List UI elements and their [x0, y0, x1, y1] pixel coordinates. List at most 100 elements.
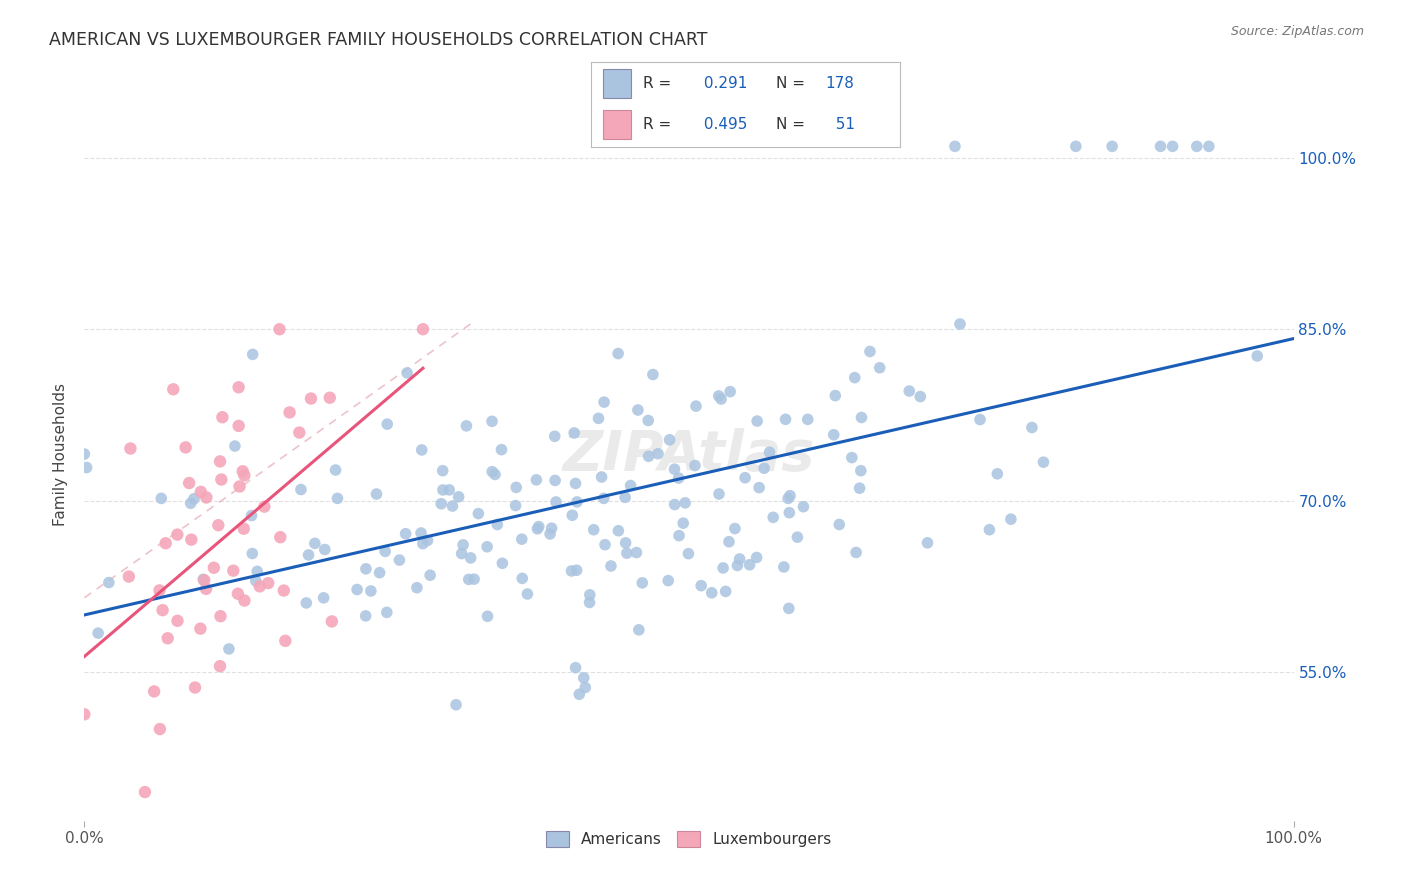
Point	[346, 582, 368, 597]
Point	[481, 414, 503, 428]
Point	[565, 563, 588, 577]
Point	[208, 454, 231, 468]
Point	[614, 536, 637, 550]
Point	[588, 411, 610, 425]
Text: 0.495: 0.495	[699, 117, 747, 132]
Point	[232, 522, 254, 536]
Y-axis label: Family Households: Family Households	[53, 384, 69, 526]
Point	[463, 572, 485, 586]
Text: 51: 51	[825, 117, 855, 132]
Point	[222, 564, 245, 578]
Point	[778, 601, 800, 615]
Point	[226, 587, 249, 601]
Point	[166, 527, 188, 541]
Point	[249, 579, 271, 593]
Point	[1000, 512, 1022, 526]
Point	[710, 392, 733, 406]
Point	[97, 575, 120, 590]
Point	[524, 473, 547, 487]
Point	[851, 410, 873, 425]
Point	[209, 659, 232, 673]
Point	[538, 527, 561, 541]
Point	[717, 534, 740, 549]
Point	[685, 399, 707, 413]
Point	[406, 581, 429, 595]
Point	[582, 523, 605, 537]
Point	[73, 707, 96, 722]
Point	[312, 591, 335, 605]
Point	[526, 522, 548, 536]
Point	[718, 384, 741, 399]
Point	[505, 480, 527, 494]
Point	[725, 558, 748, 573]
Point	[775, 412, 797, 426]
Text: ZIPAtlas: ZIPAtlas	[562, 428, 815, 482]
Point	[841, 450, 863, 465]
Point	[242, 347, 264, 361]
Point	[481, 465, 503, 479]
Point	[683, 458, 706, 473]
Point	[451, 538, 474, 552]
Point	[1149, 139, 1171, 153]
Text: N =: N =	[776, 76, 810, 91]
Point	[869, 360, 891, 375]
Point	[314, 542, 336, 557]
Point	[409, 525, 432, 540]
Point	[209, 609, 232, 624]
Point	[180, 533, 202, 547]
Point	[658, 433, 681, 447]
Point	[183, 491, 205, 506]
Point	[148, 583, 170, 598]
Point	[202, 560, 225, 574]
Point	[616, 546, 638, 560]
Point	[432, 483, 454, 497]
Point	[240, 508, 263, 523]
Point	[152, 603, 174, 617]
Point	[572, 671, 595, 685]
Point	[516, 587, 538, 601]
Point	[626, 545, 648, 559]
Point	[544, 429, 567, 443]
Point	[437, 483, 460, 497]
Point	[179, 475, 201, 490]
Point	[120, 442, 142, 456]
Point	[778, 506, 800, 520]
Point	[949, 317, 972, 331]
Legend: Americans, Luxembourgers: Americans, Luxembourgers	[540, 825, 838, 854]
Point	[394, 526, 416, 541]
Bar	[603, 110, 631, 139]
Point	[627, 403, 650, 417]
Point	[593, 538, 616, 552]
Point	[325, 463, 347, 477]
Point	[245, 574, 267, 588]
Point	[269, 322, 291, 336]
Point	[228, 380, 250, 394]
Point	[87, 626, 110, 640]
Point	[321, 615, 343, 629]
Point	[211, 410, 233, 425]
Point	[917, 536, 939, 550]
Point	[444, 698, 467, 712]
Point	[859, 344, 882, 359]
Point	[195, 582, 218, 596]
Point	[218, 641, 240, 656]
Point	[631, 575, 654, 590]
Point	[772, 560, 794, 574]
Point	[979, 523, 1001, 537]
Text: Source: ZipAtlas.com: Source: ZipAtlas.com	[1230, 25, 1364, 38]
Point	[779, 489, 801, 503]
Point	[295, 596, 318, 610]
Text: N =: N =	[776, 117, 810, 132]
Point	[228, 479, 250, 493]
Point	[898, 384, 921, 398]
Point	[540, 521, 562, 535]
Point	[233, 593, 256, 607]
Point	[290, 483, 312, 497]
Point	[430, 497, 453, 511]
Point	[738, 558, 761, 572]
Point	[792, 500, 814, 514]
Point	[233, 468, 256, 483]
Point	[155, 536, 177, 550]
Point	[824, 389, 846, 403]
Point	[388, 553, 411, 567]
